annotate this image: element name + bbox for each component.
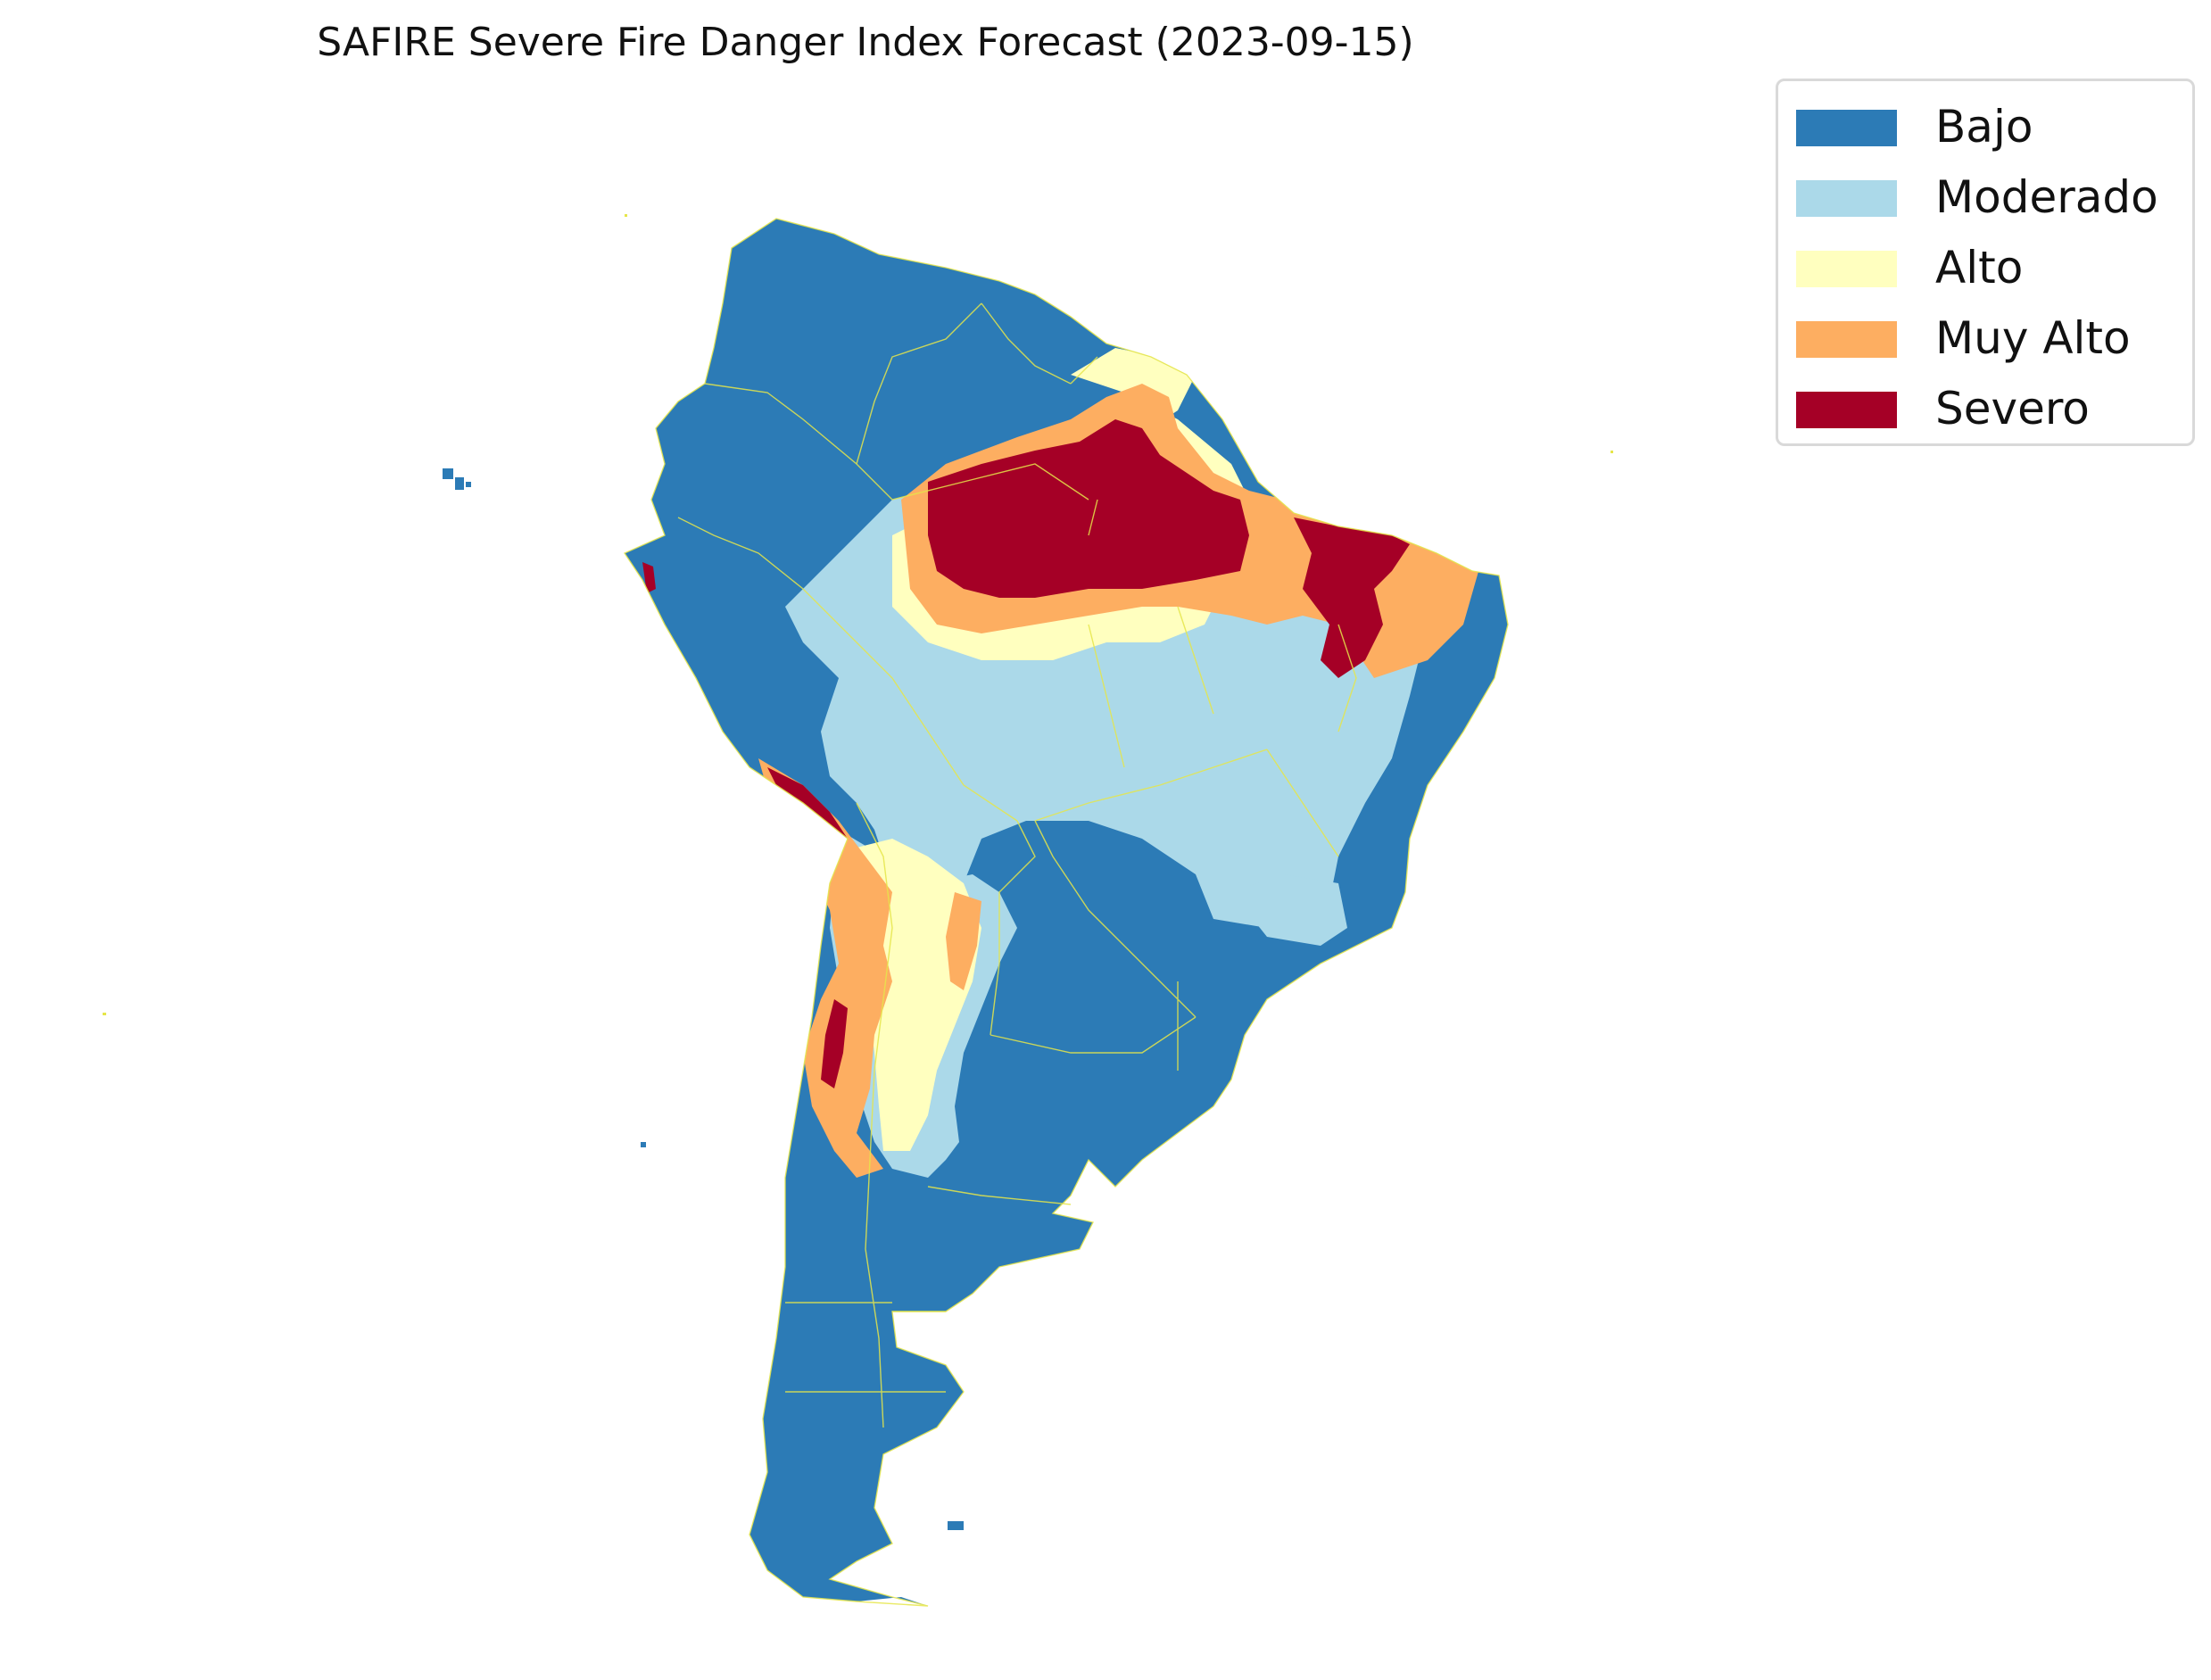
boundary-lines-interior [677,302,1357,1428]
legend-label: Alto [1935,242,2024,294]
legend: Bajo Moderado Alto Muy Alto Severo [1776,79,2195,446]
legend-label: Bajo [1935,101,2033,153]
muy-alto-south-region [946,892,981,990]
legend-label: Moderado [1935,171,2158,223]
legend-item: Severo [1796,383,2192,453]
legend-label: Muy Alto [1935,312,2131,364]
legend-swatch [1796,180,1897,217]
galapagos-island [466,482,471,487]
severo-northeast-region [1294,517,1410,678]
land-mass [103,214,1613,1607]
legend-item: Moderado [1796,171,2192,242]
small-island [1611,451,1613,453]
galapagos-island [443,468,453,479]
legend-item: Alto [1796,242,2192,312]
small-island [641,1142,646,1147]
legend-swatch [1796,251,1897,287]
legend-swatch [1796,392,1897,428]
legend-swatch [1796,321,1897,358]
falklands-island [948,1521,964,1530]
small-island [103,1013,106,1015]
moderado-east-region [1231,874,1347,946]
galapagos-island [455,477,464,490]
severo-chile-region [821,999,848,1088]
severo-amazon-region [928,419,1249,598]
legend-label: Severo [1935,383,2090,434]
legend-item: Muy Alto [1796,312,2192,383]
map-title: SAFIRE Severe Fire Danger Index Forecast… [317,20,1414,65]
legend-item: Bajo [1796,101,2192,171]
muy-alto-andes-region [758,758,892,1178]
small-island [625,214,627,217]
legend-swatch [1796,110,1897,146]
